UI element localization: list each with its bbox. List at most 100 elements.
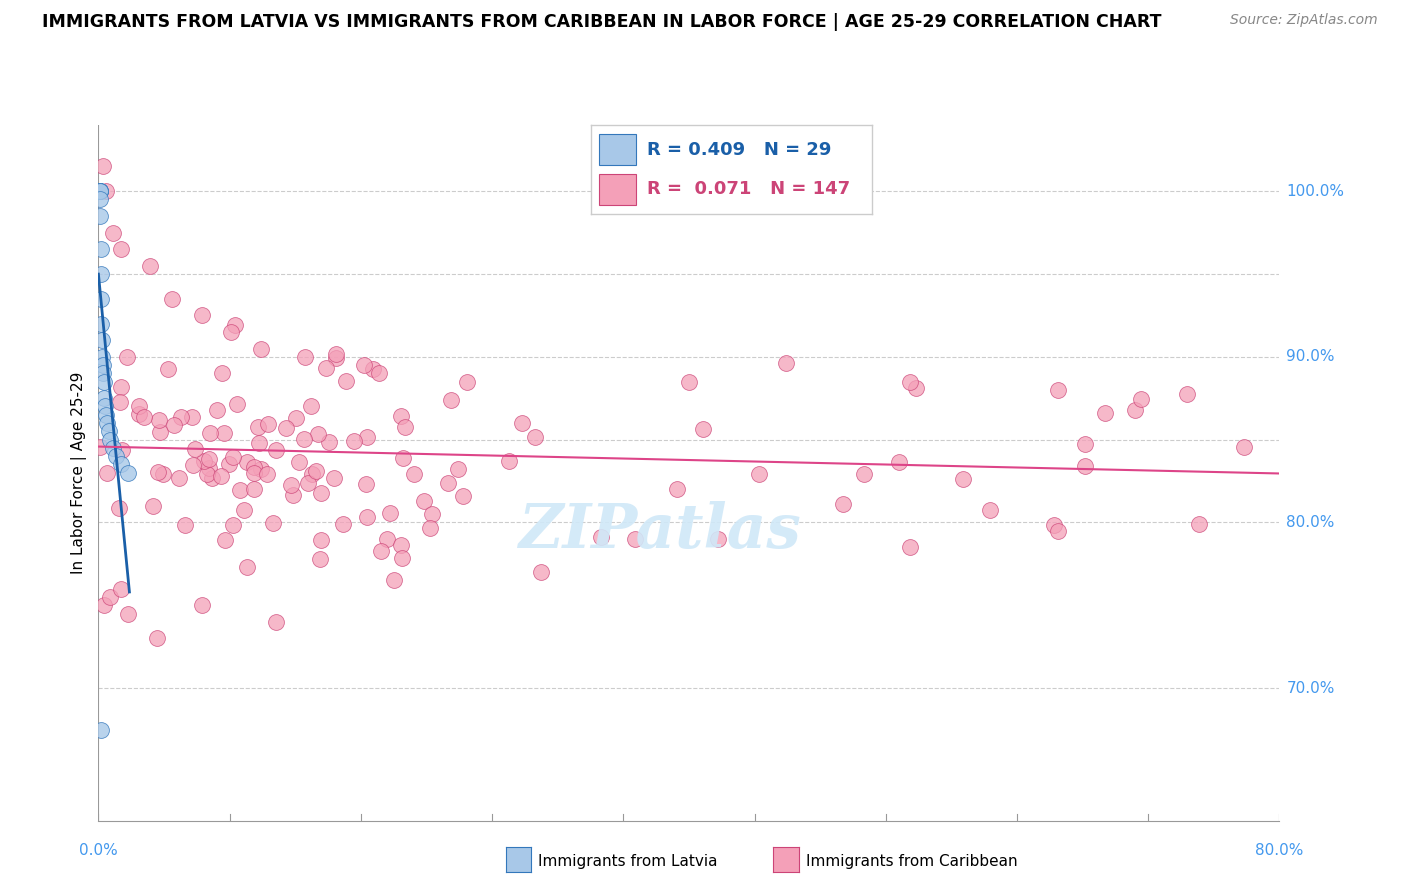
Point xyxy=(90,333,112,347)
Point xyxy=(1046,524,1069,538)
Point xyxy=(90,723,112,737)
Point xyxy=(318,434,340,449)
Point xyxy=(889,455,911,469)
Point xyxy=(1232,440,1254,454)
Point xyxy=(212,426,235,441)
Point xyxy=(1094,406,1116,420)
Point xyxy=(219,325,243,339)
Point xyxy=(191,599,214,613)
Point xyxy=(1074,436,1097,450)
Point xyxy=(91,367,114,381)
Point xyxy=(117,466,139,480)
Point xyxy=(356,430,378,444)
Point xyxy=(242,460,264,475)
Point xyxy=(692,422,714,436)
Point xyxy=(1125,403,1147,417)
Point xyxy=(257,417,280,432)
Point xyxy=(419,521,441,535)
Point xyxy=(93,375,115,389)
Point xyxy=(103,441,125,455)
Point xyxy=(1129,392,1152,407)
Point xyxy=(900,375,922,389)
Bar xyxy=(599,134,636,165)
Point xyxy=(368,366,391,380)
Point xyxy=(437,476,460,491)
Point xyxy=(89,184,111,198)
Point xyxy=(148,465,170,479)
Point xyxy=(285,411,308,425)
Point xyxy=(224,318,246,333)
Point xyxy=(90,292,112,306)
Point xyxy=(105,449,128,463)
Point xyxy=(678,375,700,389)
Text: R = 0.409   N = 29: R = 0.409 N = 29 xyxy=(647,141,831,159)
Point xyxy=(447,462,470,476)
Text: IMMIGRANTS FROM LATVIA VS IMMIGRANTS FROM CARIBBEAN IN LABOR FORCE | AGE 25-29 C: IMMIGRANTS FROM LATVIA VS IMMIGRANTS FRO… xyxy=(42,13,1161,31)
Point xyxy=(91,159,114,173)
Point xyxy=(389,538,412,552)
Point xyxy=(90,267,112,281)
Point xyxy=(266,442,288,457)
Point xyxy=(191,309,214,323)
Point xyxy=(148,413,170,427)
Point xyxy=(89,184,111,198)
Point xyxy=(322,471,344,485)
Point xyxy=(94,400,117,414)
Point xyxy=(952,472,974,486)
Point xyxy=(440,392,463,407)
Point xyxy=(707,532,730,546)
Point xyxy=(98,590,121,604)
Point xyxy=(498,454,520,468)
Point xyxy=(162,292,183,306)
Point xyxy=(183,458,205,472)
Point xyxy=(91,350,114,364)
Point xyxy=(370,544,392,558)
Point xyxy=(139,259,162,273)
Point xyxy=(111,443,134,458)
Point xyxy=(173,518,195,533)
Point xyxy=(456,375,478,389)
Point xyxy=(394,419,416,434)
Point xyxy=(247,435,270,450)
Text: Source: ZipAtlas.com: Source: ZipAtlas.com xyxy=(1230,13,1378,28)
Point xyxy=(110,242,132,256)
Point xyxy=(523,430,546,444)
Point xyxy=(420,508,443,522)
Point xyxy=(201,471,224,485)
Point xyxy=(117,607,139,621)
Point xyxy=(354,476,377,491)
Point xyxy=(97,425,120,439)
Point xyxy=(89,184,111,198)
Point xyxy=(222,517,245,532)
Point xyxy=(666,482,689,496)
Point xyxy=(89,184,111,198)
Point xyxy=(89,184,111,198)
Bar xyxy=(599,174,636,205)
Point xyxy=(375,533,398,547)
Point xyxy=(307,427,329,442)
Text: 100.0%: 100.0% xyxy=(1286,184,1344,199)
Point xyxy=(146,632,169,646)
Point xyxy=(832,497,855,511)
Point xyxy=(98,433,121,447)
Point xyxy=(332,517,354,532)
Point xyxy=(297,475,319,490)
Text: R =  0.071   N = 147: R = 0.071 N = 147 xyxy=(647,180,849,198)
Point xyxy=(325,351,347,365)
Point xyxy=(325,346,347,360)
Point xyxy=(163,417,186,432)
Point xyxy=(89,184,111,198)
Point xyxy=(226,397,249,411)
Text: ZIPatlas: ZIPatlas xyxy=(517,500,801,561)
Point xyxy=(353,358,375,372)
Point xyxy=(142,500,165,514)
Point xyxy=(294,432,316,446)
Point xyxy=(262,516,284,530)
Point xyxy=(775,356,797,370)
Point xyxy=(294,350,316,364)
Point xyxy=(530,565,553,579)
Point xyxy=(128,399,150,413)
Point xyxy=(193,453,215,467)
Point xyxy=(288,455,311,469)
Point xyxy=(214,533,236,547)
